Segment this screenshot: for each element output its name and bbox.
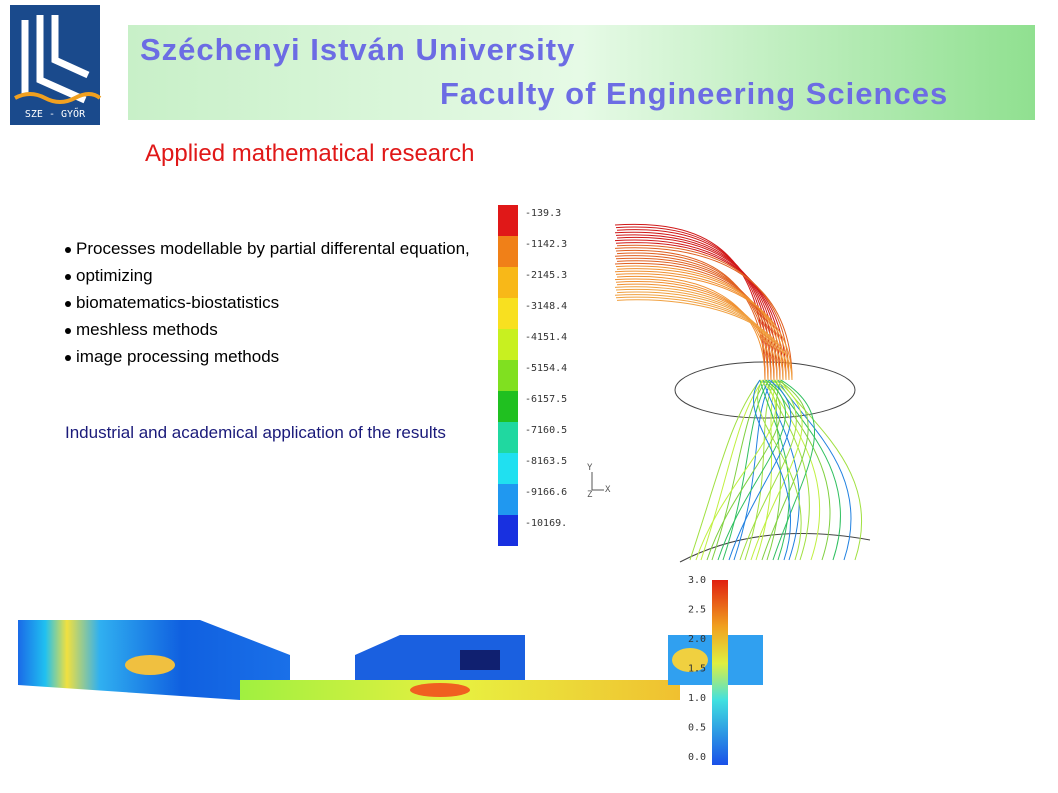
colorbar-swatch	[498, 484, 518, 515]
colorbar-label: -1142.3	[525, 239, 567, 250]
streamline	[759, 379, 790, 561]
bullet: Processes modellable by partial differen…	[65, 235, 485, 262]
streamline	[614, 286, 778, 381]
colorbar-swatch	[498, 236, 518, 267]
colorbar-swatch	[498, 267, 518, 298]
streamline	[762, 379, 800, 561]
colorbar-label: -9166.6	[525, 487, 567, 498]
colorbar-swatch	[498, 391, 518, 422]
heading: Applied mathematical research	[145, 140, 475, 167]
streamlines-figure	[614, 223, 871, 563]
colorbar-label: 3.0	[688, 575, 706, 586]
colorbar-swatch	[498, 205, 518, 236]
streamline	[695, 379, 776, 561]
colorbar-label: 2.5	[688, 605, 706, 616]
colorbar-swatch	[498, 422, 518, 453]
axis-triad	[591, 472, 604, 491]
streamline	[717, 379, 786, 561]
colorbar-label: 0.0	[688, 752, 706, 763]
streamline	[689, 379, 761, 561]
streamline	[616, 299, 793, 381]
streamline	[757, 379, 802, 561]
streamline	[772, 379, 816, 561]
streamline	[614, 294, 787, 381]
streamline	[615, 296, 790, 381]
streamline	[615, 281, 772, 381]
bullet-list: Processes modellable by partial differen…	[65, 235, 485, 370]
colorbar-label: -139.3	[525, 208, 561, 219]
streamline	[750, 379, 803, 561]
streamline	[616, 291, 784, 381]
streamline	[744, 379, 776, 561]
logo-wave	[14, 92, 102, 104]
bullet: meshless methods	[65, 316, 485, 343]
streamline	[614, 278, 769, 381]
streamline	[616, 275, 766, 381]
colorbar-swatch	[498, 298, 518, 329]
colorbar-swatch	[498, 453, 518, 484]
axis-label: Y	[587, 463, 593, 473]
colorbar-label: -3148.4	[525, 301, 567, 312]
colorbar: -139.3 -1142.3 -2145.3 -3148.4 -4151.4 -5154.…	[498, 205, 611, 546]
streamline	[733, 379, 773, 561]
colorbar-label: -10169.	[525, 518, 567, 529]
cfd-figure	[18, 580, 763, 765]
streamline	[615, 226, 769, 381]
streamline	[722, 379, 770, 561]
colorbar-swatch	[498, 360, 518, 391]
colorbar-swatch	[498, 515, 518, 546]
subtitle: Faculty of Engineering Sciences	[440, 76, 949, 111]
bullet: optimizing	[65, 262, 485, 289]
streamline	[614, 247, 793, 381]
bullet: image processing methods	[65, 343, 485, 370]
streamline	[616, 283, 775, 381]
bullet: biomatematics-biostatistics	[65, 289, 485, 316]
paragraph: Industrial and academical application of…	[65, 423, 446, 442]
colorbar-label: -5154.4	[525, 363, 567, 374]
streamline	[706, 379, 781, 561]
streamline	[614, 270, 790, 381]
streamline	[761, 379, 809, 561]
colorbar-label: -2145.3	[525, 270, 567, 281]
colorbar-label: 2.0	[688, 634, 706, 645]
streamline	[615, 288, 781, 381]
colorbar-2: 3.0 2.5 2.0 1.5 1.0 0.5 0.0	[688, 575, 706, 763]
colorbar-label: -8163.5	[525, 456, 567, 467]
colorbar-label: -4151.4	[525, 332, 567, 343]
axis-label: Z	[587, 490, 593, 500]
streamline	[753, 379, 791, 561]
colorbar-label: 1.5	[688, 664, 706, 675]
streamline	[614, 262, 781, 381]
colorbar-label: 0.5	[688, 723, 706, 734]
outline	[679, 533, 871, 563]
logo-text: SZE - GYŐR	[25, 106, 86, 120]
colorbar-label: -6157.5	[525, 394, 567, 405]
colorbar-label: -7160.5	[525, 425, 567, 436]
streamline	[615, 265, 784, 381]
streamline	[615, 273, 793, 381]
logo-mark	[21, 15, 90, 104]
streamline	[739, 379, 797, 561]
colorbar-label: 1.0	[688, 693, 706, 704]
header-bar	[128, 25, 1035, 120]
colorbar-swatch	[498, 329, 518, 360]
title: Széchenyi István University	[140, 32, 576, 67]
streamline	[728, 379, 792, 561]
streamline	[616, 260, 778, 381]
axis-label: X	[605, 485, 611, 495]
